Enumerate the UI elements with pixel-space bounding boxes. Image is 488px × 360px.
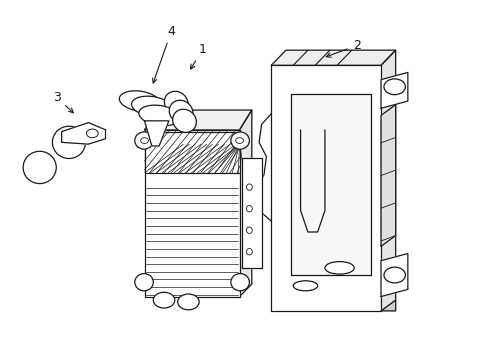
Circle shape	[86, 129, 98, 138]
Ellipse shape	[131, 96, 172, 117]
Text: 2: 2	[325, 39, 360, 57]
Polygon shape	[242, 158, 261, 268]
Ellipse shape	[139, 105, 179, 126]
Ellipse shape	[135, 274, 153, 291]
Ellipse shape	[52, 126, 85, 158]
Ellipse shape	[325, 262, 353, 274]
Ellipse shape	[246, 227, 252, 233]
Ellipse shape	[230, 274, 249, 291]
Polygon shape	[380, 105, 395, 246]
Ellipse shape	[293, 281, 317, 291]
Ellipse shape	[230, 132, 249, 149]
Polygon shape	[290, 94, 370, 275]
Polygon shape	[144, 132, 239, 173]
Polygon shape	[271, 65, 380, 311]
Circle shape	[141, 138, 148, 143]
Circle shape	[383, 267, 405, 283]
Polygon shape	[144, 121, 168, 146]
Ellipse shape	[119, 91, 160, 111]
Text: 3: 3	[53, 91, 73, 113]
Ellipse shape	[246, 248, 252, 255]
Circle shape	[153, 292, 174, 308]
Polygon shape	[380, 72, 407, 108]
Ellipse shape	[135, 132, 153, 149]
Circle shape	[235, 138, 243, 143]
Ellipse shape	[246, 184, 252, 190]
Ellipse shape	[23, 151, 56, 184]
Text: 1: 1	[190, 42, 206, 69]
Polygon shape	[144, 110, 251, 130]
Ellipse shape	[172, 109, 196, 132]
Ellipse shape	[169, 100, 193, 123]
Polygon shape	[380, 253, 407, 297]
Polygon shape	[271, 50, 395, 65]
Circle shape	[383, 79, 405, 95]
Circle shape	[177, 294, 199, 310]
Polygon shape	[380, 50, 395, 311]
Ellipse shape	[164, 91, 188, 114]
Polygon shape	[61, 123, 105, 144]
Text: 4: 4	[152, 25, 175, 83]
Polygon shape	[239, 110, 251, 297]
Ellipse shape	[246, 206, 252, 212]
Polygon shape	[380, 300, 395, 311]
Polygon shape	[144, 130, 239, 297]
